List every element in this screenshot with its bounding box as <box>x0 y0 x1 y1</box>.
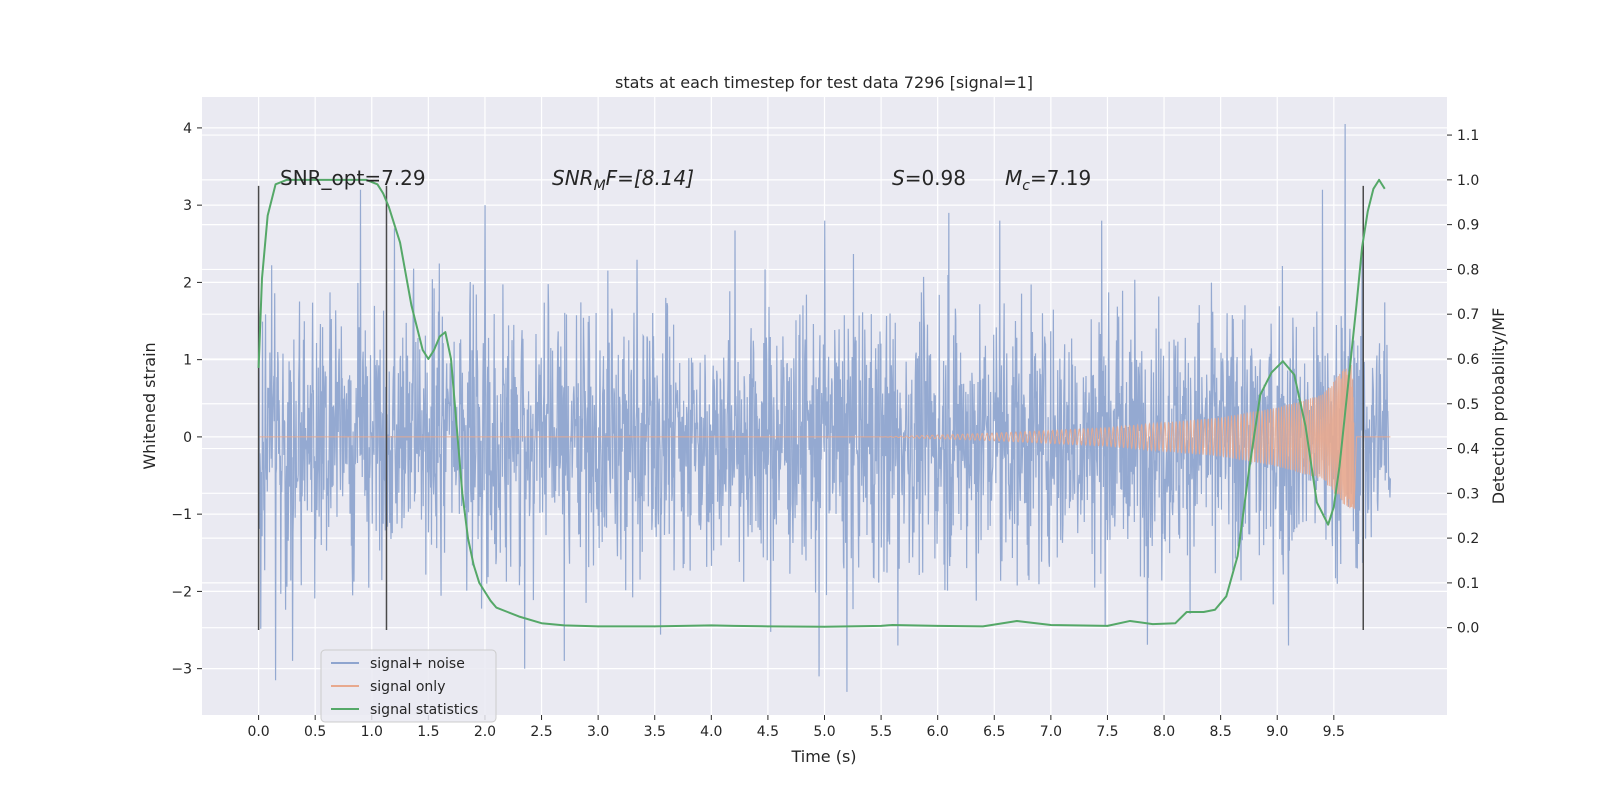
legend-label-signal-statistics: signal statistics <box>370 702 478 718</box>
signal-statistics-series <box>257 178 1386 628</box>
y2-tick-label: 0.0 <box>1457 621 1479 637</box>
x-tick-label: 6.0 <box>927 724 949 740</box>
x-tick-label: 8.0 <box>1153 724 1175 740</box>
signal-statistics-line <box>257 178 1386 628</box>
y2-tick-label: 1.0 <box>1457 173 1479 189</box>
y-tick-label: 2 <box>183 275 192 291</box>
legend-label-signal-only: signal only <box>370 679 445 695</box>
legend-box <box>320 649 497 723</box>
signal-only-line <box>258 364 1391 510</box>
snr-opt-annotation: SNR_opt=7.29 <box>280 166 426 190</box>
x-tick-label: 2.5 <box>530 724 552 740</box>
y2-tick-label: 0.1 <box>1457 576 1479 592</box>
signal-only-series <box>258 364 1391 510</box>
x-tick-label: 1.5 <box>417 724 439 740</box>
y-tick-label: 1 <box>183 353 192 369</box>
y2-axis-label: Detection probability/MF <box>1489 308 1508 505</box>
x-tick-label: 0.0 <box>247 724 269 740</box>
legend: signal+ noise signal only signal statist… <box>320 649 497 723</box>
y-tick-label: 3 <box>183 198 192 214</box>
x-tick-label: 1.0 <box>361 724 383 740</box>
y2-tick-label: 0.8 <box>1457 262 1479 278</box>
y2-tick-label: 0.7 <box>1457 307 1479 323</box>
x-tick-label: 9.5 <box>1323 724 1345 740</box>
axis-ticks: 0.0 0.5 1.0 1.5 2.0 2.5 3.0 3.5 4.0 4.5 5.0 5.5 6.0 6… <box>171 121 1479 740</box>
x-tick-label: 4.0 <box>700 724 722 740</box>
chart-title: stats at each timestep for test data 729… <box>615 73 1033 92</box>
x-tick-label: 5.0 <box>813 724 835 740</box>
snr-mf-annotation: SNRMF=[8.14] <box>552 166 694 194</box>
x-tick-label: 2.0 <box>474 724 496 740</box>
x-tick-label: 3.5 <box>644 724 666 740</box>
y2-tick-label: 0.5 <box>1457 397 1479 413</box>
x-tick-label: 9.0 <box>1266 724 1288 740</box>
y-tick-label: 0 <box>183 430 192 446</box>
y2-tick-label: 0.6 <box>1457 352 1479 368</box>
s-annotation: S=0.98 <box>892 166 966 190</box>
y-tick-label: −1 <box>171 507 192 523</box>
x-tick-label: 6.5 <box>983 724 1005 740</box>
x-tick-label: 4.5 <box>757 724 779 740</box>
legend-label-signal-noise: signal+ noise <box>370 656 465 672</box>
y-tick-label: −3 <box>171 662 192 678</box>
y2-tick-label: 0.4 <box>1457 442 1479 458</box>
x-tick-label: 7.0 <box>1040 724 1062 740</box>
y-tick-label: 4 <box>183 121 192 137</box>
y-axis-label: Whitened strain <box>140 342 159 469</box>
x-tick-label: 3.0 <box>587 724 609 740</box>
grid <box>202 97 1447 715</box>
y2-tick-label: 0.9 <box>1457 218 1479 234</box>
signal-noise-line <box>257 124 1392 692</box>
vertical-markers <box>257 185 1364 631</box>
y2-tick-label: 0.2 <box>1457 531 1479 547</box>
x-tick-label: 7.5 <box>1096 724 1118 740</box>
x-axis-label: Time (s) <box>790 747 856 766</box>
mc-annotation: Mc=7.19 <box>1005 166 1091 194</box>
y2-tick-label: 0.3 <box>1457 486 1479 502</box>
signal-noise-series <box>257 124 1392 692</box>
y2-tick-label: 1.1 <box>1457 128 1479 144</box>
x-tick-label: 0.5 <box>304 724 326 740</box>
x-tick-label: 8.5 <box>1210 724 1232 740</box>
y-tick-label: −2 <box>171 584 192 600</box>
x-tick-label: 5.5 <box>870 724 892 740</box>
